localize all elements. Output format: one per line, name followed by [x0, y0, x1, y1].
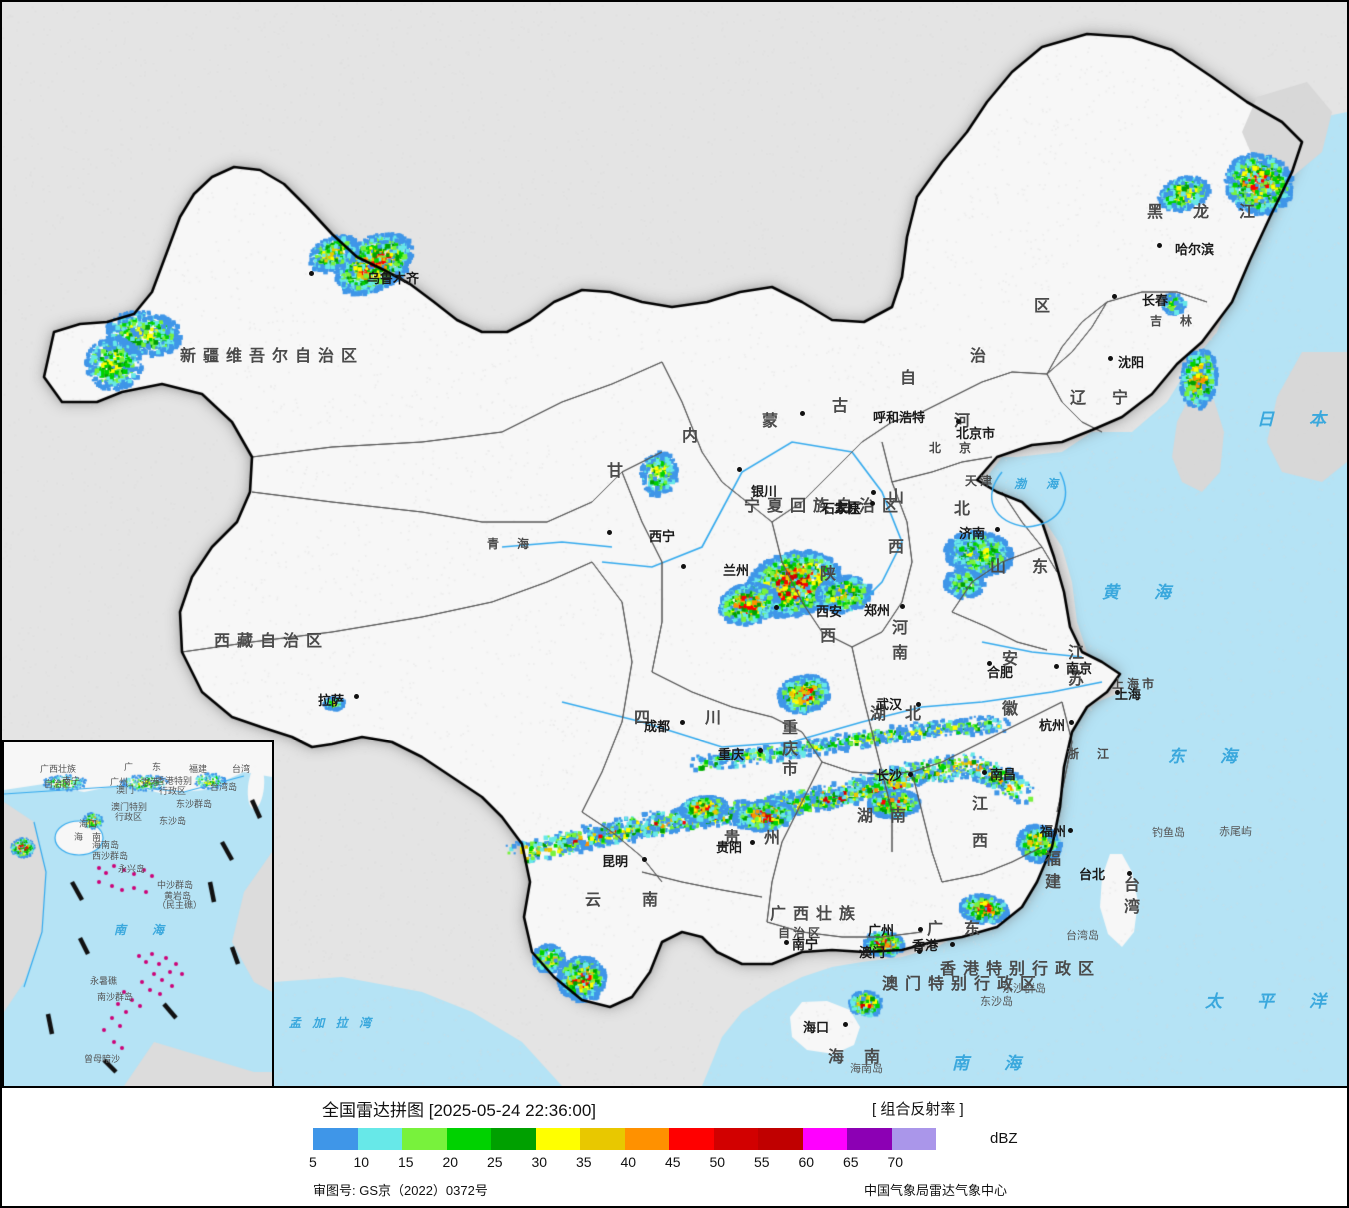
colorbar-swatch-25	[491, 1128, 536, 1150]
city-dot	[800, 411, 805, 416]
city-dot	[1108, 356, 1113, 361]
colorbar-swatch-10	[358, 1128, 403, 1150]
tick-55: 55	[754, 1154, 770, 1170]
tick-5: 5	[309, 1154, 317, 1170]
colorbar-swatch-35	[580, 1128, 625, 1150]
city-dot	[309, 271, 314, 276]
inset-map-canvas	[4, 742, 272, 1086]
colorbar-swatch-15	[402, 1128, 447, 1150]
colorbar-swatch-40	[625, 1128, 670, 1150]
city-dot	[607, 530, 612, 535]
city-dot	[680, 720, 685, 725]
south-china-sea-inset[interactable]: 广西壮族 自治区广东福建 台湾 南宁 广州 澳门 香港 香港特别 行政区 台湾岛 澳门特别 行政区 东沙…	[2, 740, 274, 1088]
city-dot	[956, 419, 961, 424]
city-dot	[870, 501, 875, 506]
city-dot	[982, 770, 987, 775]
page-title: 全国雷达拼图 [2025-05-24 22:36:00]	[322, 1096, 596, 1121]
dbz-tick-labels: 5 10 15 20 25 30 35 40 45 50 55 60 65 70	[313, 1154, 1013, 1172]
tick-60: 60	[799, 1154, 815, 1170]
radar-map-panel[interactable]: 新疆维吾尔自治区 西藏自治区青 海甘内蒙古自治区黑 龙 江吉 林辽宁河北北 京天津…	[0, 0, 1349, 1088]
tick-50: 50	[710, 1154, 726, 1170]
colorbar-swatch-30	[536, 1128, 581, 1150]
city-dot	[784, 940, 789, 945]
city-dot	[1112, 294, 1117, 299]
product-label: [ 组合反射率 ]	[872, 1098, 964, 1119]
city-dot	[774, 605, 779, 610]
city-dot	[750, 840, 755, 845]
city-dot	[1054, 664, 1059, 669]
colorbar-swatch-55	[758, 1128, 803, 1150]
city-dot	[354, 694, 359, 699]
tick-20: 20	[443, 1154, 459, 1170]
tick-70: 70	[888, 1154, 904, 1170]
tick-25: 25	[487, 1154, 503, 1170]
tick-35: 35	[576, 1154, 592, 1170]
legend-footer: 全国雷达拼图 [2025-05-24 22:36:00] [ 组合反射率 ] d…	[0, 1088, 1349, 1208]
city-dot	[758, 748, 763, 753]
city-dot	[642, 857, 647, 862]
city-dot	[1127, 871, 1132, 876]
city-dot	[908, 772, 913, 777]
dbz-colorbar	[313, 1128, 936, 1150]
tick-45: 45	[665, 1154, 681, 1170]
colorbar-swatch-45	[669, 1128, 714, 1150]
colorbar-swatch-5	[313, 1128, 358, 1150]
title-row: 全国雷达拼图 [2025-05-24 22:36:00] [ 组合反射率 ]	[2, 1094, 1347, 1118]
city-dot	[900, 604, 905, 609]
colorbar-swatch-60	[803, 1128, 848, 1150]
approval-number: 审图号: GS京（2022）0372号	[313, 1180, 488, 1199]
city-dot	[987, 661, 992, 666]
colorbar-swatch-65	[847, 1128, 892, 1150]
colorbar-swatch-70	[892, 1128, 937, 1150]
radar-mosaic-page: 新疆维吾尔自治区 西藏自治区青 海甘内蒙古自治区黑 龙 江吉 林辽宁河北北 京天津…	[0, 0, 1349, 1208]
city-dot	[1068, 828, 1073, 833]
tick-40: 40	[621, 1154, 637, 1170]
city-dot	[1157, 243, 1162, 248]
tick-30: 30	[532, 1154, 548, 1170]
city-dot	[995, 527, 1000, 532]
city-dot	[950, 942, 955, 947]
city-dot	[737, 467, 742, 472]
city-dot	[918, 927, 923, 932]
city-dot	[871, 490, 876, 495]
city-dot	[1115, 690, 1120, 695]
colorbar-swatch-20	[447, 1128, 492, 1150]
city-dot	[1069, 720, 1074, 725]
tick-65: 65	[843, 1154, 859, 1170]
city-dot	[917, 949, 922, 954]
city-dot	[843, 1022, 848, 1027]
city-dot	[916, 702, 921, 707]
colorbar-swatch-50	[714, 1128, 759, 1150]
organization-label: 中国气象局雷达气象中心	[864, 1180, 1007, 1199]
city-dot	[681, 564, 686, 569]
tick-10: 10	[354, 1154, 370, 1170]
tick-15: 15	[398, 1154, 414, 1170]
dbz-unit-label: dBZ	[990, 1130, 1018, 1147]
